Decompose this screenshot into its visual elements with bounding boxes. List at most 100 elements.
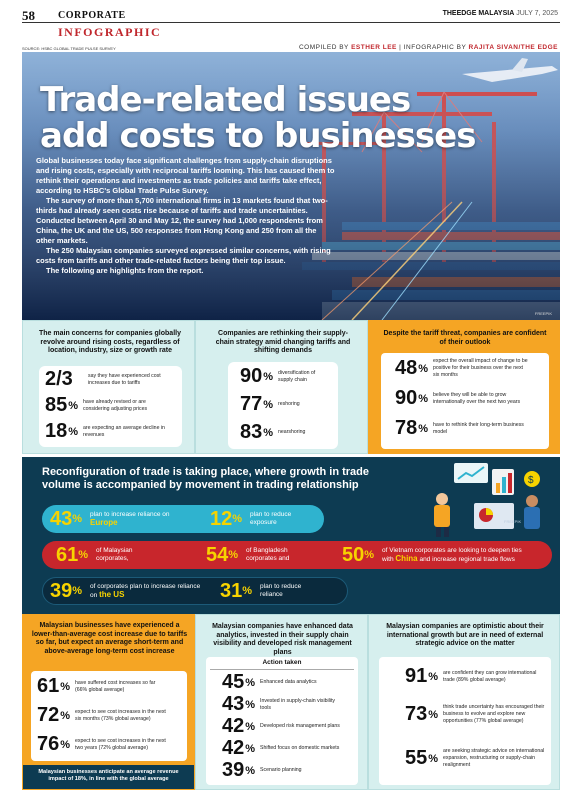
divider — [210, 669, 354, 670]
panel-footer: Malaysian businesses anticipate an avera… — [23, 765, 194, 789]
stat-text: say they have experienced cost increases… — [88, 372, 161, 386]
intro-paragraph: The survey of more than 5,700 internatio… — [36, 196, 328, 245]
stat-unit: % — [68, 399, 79, 412]
stat-text: plan to reduce reliance — [260, 583, 302, 598]
stat-value: 90 — [240, 365, 263, 387]
trade-reconfiguration-band: Reconfiguration of trade is taking place… — [22, 457, 560, 614]
stat-unit: % — [232, 513, 243, 525]
stat-unit: % — [418, 422, 429, 435]
stat-text-main: of Vietnam corporates are looking to dee… — [382, 546, 522, 563]
stat-text: diversification of supply chain — [278, 369, 316, 383]
stat-row: 90% believe they will be able to grow in… — [395, 387, 537, 410]
stat-value: 85 — [45, 394, 68, 416]
source-note: SOURCE: HSBC GLOBAL TRADE PULSE SURVEY — [22, 46, 116, 51]
pill-row-europe — [42, 505, 324, 533]
stat-row: 77% reshoring — [240, 393, 322, 416]
stat-value: 48 — [395, 357, 418, 379]
stats-box — [228, 362, 338, 449]
stat-row: 90% diversification of supply chain — [240, 365, 322, 388]
panel-title: Companies are rethinking their supply-ch… — [215, 330, 351, 354]
stats-box — [39, 366, 182, 447]
panel-title: Malaysian companies have enhanced data a… — [212, 623, 353, 656]
stat-unit: % — [418, 392, 429, 405]
publication-name: THEEDGE MALAYSIA — [442, 10, 515, 17]
stat-text: plan to increase reliance on Europe — [90, 511, 172, 528]
panel-title: The main concerns for companies globally… — [39, 330, 181, 354]
panel-malaysia-growth: Malaysian companies are optimistic about… — [368, 614, 560, 790]
credits: COMPILED BY ESTHER LEE | INFOGRAPHIC BY … — [298, 44, 558, 51]
page-title: Trade-related issues add costs to busine… — [40, 80, 476, 156]
stat-row: 2/3 say they have experienced cost incre… — [45, 368, 172, 391]
stat-value: 61 — [37, 675, 60, 697]
header-rule — [22, 22, 560, 23]
stat-value: 73 — [405, 703, 428, 725]
stat-text: of corporates plan to increase reliance … — [90, 583, 202, 600]
stat-value: 39 — [50, 579, 73, 602]
panel-title: Despite the tariff threat, companies are… — [383, 330, 547, 346]
panel-supply-chain: Companies are rethinking their supply-ch… — [195, 320, 368, 454]
stat-text: of Vietnam corporates are looking to dee… — [382, 547, 532, 564]
stat-value: 72 — [37, 704, 60, 726]
stat-value: 50 — [342, 543, 365, 566]
stat-europe: 43% plan to increase reliance on Europe — [50, 505, 172, 533]
table-row: 42% Shifted focus on domestic markets — [222, 737, 340, 760]
section-label: CORPORATE — [58, 10, 126, 21]
stat-row: 91% are confident they can grow internat… — [405, 665, 543, 688]
title-line-2: add costs to businesses — [40, 116, 476, 156]
stat-value: 55 — [405, 747, 428, 769]
band-title: Reconfiguration of trade is taking place… — [42, 466, 369, 491]
stat-value: 90 — [395, 387, 418, 409]
stat-text: are seeking strategic advice on internat… — [443, 748, 545, 768]
stat-value: 43 — [222, 693, 245, 715]
panel-global-concerns: The main concerns for companies globally… — [22, 320, 195, 454]
credit-label-compiled: COMPILED BY — [298, 44, 349, 51]
stat-value: 83 — [240, 421, 263, 443]
band-credit: FREEPIK — [504, 519, 522, 524]
stat-text: expect the overall impact of change to b… — [433, 358, 528, 378]
stat-unit: % — [60, 738, 71, 751]
stats-box — [206, 657, 358, 785]
stat-unit: % — [428, 708, 439, 721]
stat-value: 2/3 — [45, 368, 73, 390]
stat-unit: % — [242, 585, 253, 597]
photo-credit: FREEPIK — [534, 311, 552, 316]
stat-unit: % — [72, 513, 83, 525]
stat-value: 77 — [240, 393, 263, 415]
stat-row: 73% think trade uncertainty has encourag… — [405, 703, 547, 726]
region-highlight: Europe — [90, 517, 118, 527]
kicker: INFOGRAPHIC — [58, 25, 162, 39]
stats-box — [31, 671, 187, 761]
panel-outlook: Despite the tariff threat, companies are… — [368, 320, 560, 454]
table-row: 43% Invested in supply-chain visibility … — [222, 693, 340, 716]
stat-vietnam: 50% of Vietnam corporates are looking to… — [342, 541, 532, 569]
intro-paragraph: Global businesses today face significant… — [36, 156, 335, 195]
panel-title: Malaysian companies are optimistic about… — [386, 623, 544, 647]
stat-text: are expecting an average decline in reve… — [83, 424, 165, 438]
port-illustration — [22, 52, 560, 320]
stat-value: 61 — [56, 543, 79, 566]
stats-box — [379, 657, 551, 785]
stat-row: 18% are expecting an average decline in … — [45, 420, 165, 443]
stat-unit: % — [428, 670, 439, 683]
stat-value: 31 — [220, 579, 243, 602]
stat-unit: % — [263, 426, 274, 439]
stat-malaysia: 61% of Malaysian corporates, — [56, 541, 158, 569]
stat-text-main: of corporates plan to increase reliance … — [90, 582, 201, 599]
stat-text: plan to reduce exposure — [250, 511, 292, 526]
stat-row: 85% have already revised or are consider… — [45, 394, 165, 417]
intro-paragraph: The following are highlights from the re… — [46, 266, 204, 275]
credit-compiler: ESTHER LEE — [351, 44, 397, 51]
stat-row: 61% have suffered cost increases so far … — [37, 675, 165, 698]
stat-text-tail: and increase regional trade flows — [419, 555, 515, 563]
intro-text: Global businesses today face significant… — [36, 156, 336, 276]
stat-unit: % — [245, 742, 256, 755]
stat-text-main: plan to increase reliance on — [90, 510, 170, 518]
stat-unit: % — [263, 398, 274, 411]
table-header: Action taken — [262, 659, 302, 666]
publication-date: JULY 7, 2025 — [516, 10, 558, 17]
stat-unit: % — [72, 585, 83, 597]
stat-unit: % — [245, 698, 256, 711]
stat-row: 83% nearshoring — [240, 421, 322, 444]
intro-paragraph: The 250 Malaysian companies surveyed exp… — [36, 246, 331, 265]
title-line-1: Trade-related issues — [40, 80, 411, 120]
